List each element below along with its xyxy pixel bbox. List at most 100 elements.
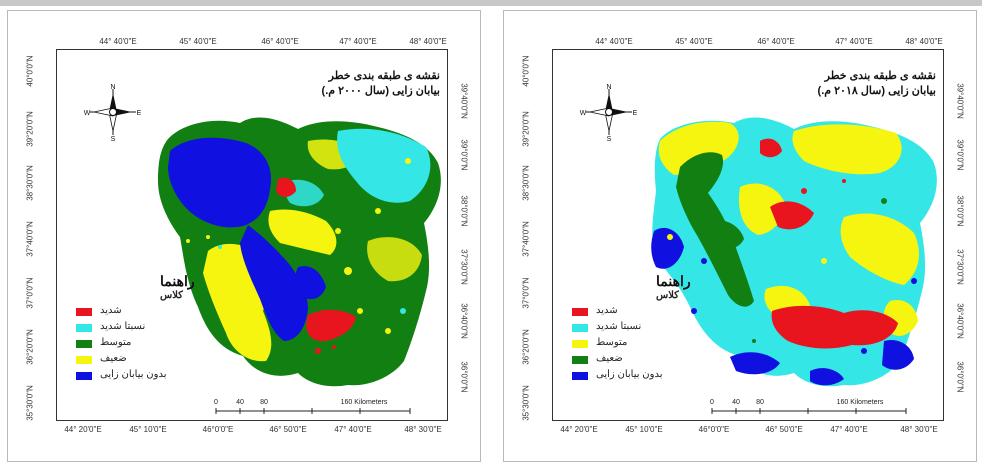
class-none-patch [295, 266, 326, 300]
tick-top: 46° 40'0"E [757, 37, 795, 46]
legend-title: راهنما [656, 273, 691, 289]
class-medium-patch [710, 219, 744, 249]
tick-top: 48° 40'0"E [905, 37, 943, 46]
compass-w: W [580, 110, 587, 117]
tick-bottom: 47° 40'0"E [830, 425, 868, 434]
legend-item-weak: ضعیف [564, 353, 714, 369]
legend-label: بدون بیابان زایی [100, 369, 167, 380]
tick-bottom: 46° 50'0"E [269, 425, 307, 434]
legend-item-severe: شدید [564, 305, 714, 321]
class-severe-patch [770, 201, 814, 230]
legend-item-weak: ضعیف [68, 353, 218, 369]
compass-n: N [606, 84, 611, 91]
tick-bottom: 44° 20'0"E [560, 425, 598, 434]
class-severe-patch [771, 305, 898, 349]
scale-label: 40 [236, 399, 244, 406]
tick-bottom: 46°0'0"E [202, 425, 234, 434]
mixed-class-texture [667, 179, 917, 354]
tick-bottom: 48° 30'0"E [404, 425, 442, 434]
map-frame [56, 49, 448, 421]
compass-s: S [111, 136, 116, 141]
map-title-line2: بیابان زایی (سال ۲۰۰۰ م.) [321, 85, 440, 97]
legend-swatch [76, 308, 92, 316]
legend-label: بدون بیابان زایی [596, 369, 663, 380]
scale-bar: 0 40 80 160 Kilometers [214, 399, 414, 419]
class-weak-patch [738, 183, 785, 235]
scale-label: 0 [214, 399, 218, 406]
compass-e: E [137, 110, 142, 117]
legend-label: ضعیف [596, 353, 623, 364]
map-title-line1: نقشه ی طبقه بندی خطر [328, 70, 440, 82]
legend-swatch [572, 340, 588, 348]
compass-w: W [84, 110, 91, 117]
map-title-line2: بیابان زایی (سال ۲۰۱۸ م.) [817, 85, 936, 97]
scale-label: 40 [732, 399, 740, 406]
class-weak-patch [792, 124, 902, 175]
legend-item-relatively-severe: نسبتا شدید [564, 321, 714, 337]
legend: راهنما کلاس شدید نسبتا شدید متوسط ضعیف ب… [564, 273, 714, 385]
scale-label: 80 [260, 399, 268, 406]
class-none-patch [651, 227, 684, 269]
class-weak-patch [367, 237, 422, 282]
class-severe-patch [760, 138, 782, 158]
class-none-patch [810, 368, 844, 386]
legend-swatch [572, 308, 588, 316]
scale-label: 80 [756, 399, 764, 406]
tick-bottom: 46° 50'0"E [765, 425, 803, 434]
legend-title: راهنما [160, 273, 195, 289]
scale-bar: 0 40 80 160 Kilometers [710, 399, 910, 419]
north-arrow-icon: N S W E [84, 84, 142, 141]
north-arrow-icon: N S W E [580, 84, 638, 141]
compass-e: E [633, 110, 638, 117]
class-none-patch [240, 225, 308, 341]
legend-label: متوسط [100, 337, 132, 348]
legend-label: ضعیف [100, 353, 127, 364]
map-title: نقشه ی طبقه بندی خطر بیابان زایی (سال ۲۰… [818, 69, 936, 99]
class-none-patch [882, 339, 914, 370]
legend-label: متوسط [596, 337, 628, 348]
hazard-map-2000 [158, 117, 441, 387]
tick-top: 46° 40'0"E [261, 37, 299, 46]
compass-n: N [110, 84, 115, 91]
legend-item-severe: شدید [68, 305, 218, 321]
map-title-line1: نقشه ی طبقه بندی خطر [824, 70, 936, 82]
legend-swatch [76, 340, 92, 348]
class-weak-patch [840, 213, 919, 285]
window-top-bar [0, 0, 982, 6]
class-weak-patch [268, 209, 337, 255]
tick-bottom: 46°0'0"E [698, 425, 730, 434]
tick-top: 45° 40'0"E [179, 37, 217, 46]
tick-bottom: 45° 10'0"E [625, 425, 663, 434]
map-title: نقشه ی طبقه بندی خطر بیابان زایی (سال ۲۰… [322, 69, 440, 99]
legend-item-none: بدون بیابان زایی [68, 369, 218, 385]
legend-label: شدید [596, 305, 618, 316]
class-none-patch [730, 352, 780, 375]
class-severe-patch [276, 177, 296, 197]
legend: راهنما کلاس شدید نسبتا شدید متوسط ضعیف ب… [68, 273, 218, 385]
map-panel-2000: 44° 40'0"E 45° 40'0"E 46° 40'0"E 47° 40'… [7, 10, 481, 462]
tick-top: 47° 40'0"E [835, 37, 873, 46]
legend-swatch [76, 356, 92, 364]
legend-swatch [76, 324, 92, 332]
legend-swatch [76, 372, 92, 380]
legend-item-medium: متوسط [68, 337, 218, 353]
class-relatively-severe-patch [337, 128, 431, 203]
legend-subtitle: کلاس [656, 290, 679, 301]
legend-item-relatively-severe: نسبتا شدید [68, 321, 218, 337]
legend-swatch [572, 356, 588, 364]
tick-top: 45° 40'0"E [675, 37, 713, 46]
legend-label: شدید [100, 305, 122, 316]
scale-label: 0 [710, 399, 714, 406]
tick-top: 48° 40'0"E [409, 37, 447, 46]
legend-label: نسبتا شدید [596, 321, 642, 332]
map-frame [552, 49, 944, 421]
tick-bottom: 48° 30'0"E [900, 425, 938, 434]
tick-bottom: 47° 40'0"E [334, 425, 372, 434]
tick-bottom: 45° 10'0"E [129, 425, 167, 434]
tick-top: 44° 40'0"E [595, 37, 633, 46]
class-none-patch [168, 137, 271, 228]
class-severe-patch [306, 309, 356, 342]
tick-top: 47° 40'0"E [339, 37, 377, 46]
hazard-map-2018 [651, 117, 937, 387]
legend-subtitle: کلاس [160, 290, 183, 301]
